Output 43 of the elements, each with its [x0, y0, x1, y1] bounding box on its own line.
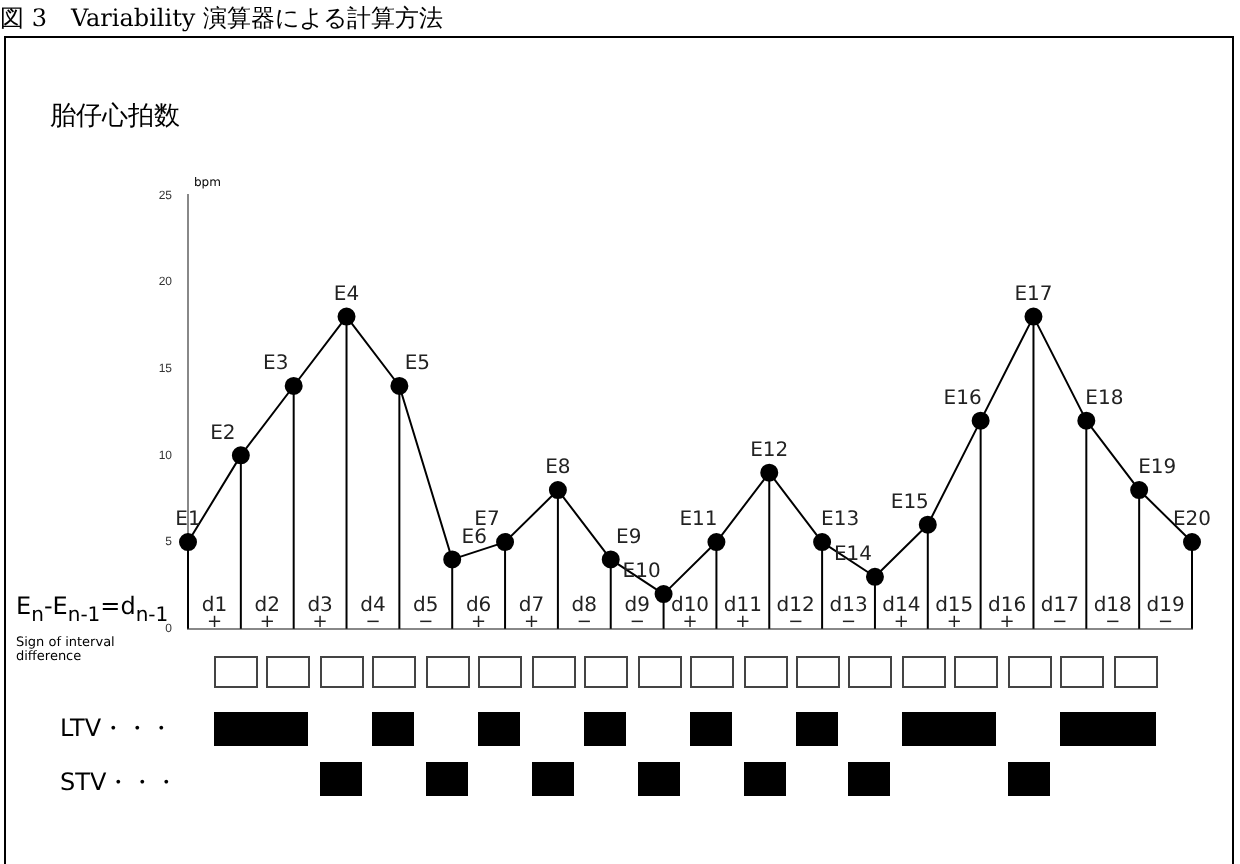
data-label: E17: [1014, 283, 1053, 306]
data-label: E11: [679, 509, 718, 532]
data-label: E20: [1172, 509, 1212, 532]
annotation: d16 +: [987, 594, 1027, 633]
annotation: d5 −: [413, 594, 439, 633]
annotation: d2 +: [254, 594, 280, 633]
data-label: E13: [821, 509, 860, 532]
chart-title: 図 3 Variability 演算器による計算方法: [0, 4, 444, 32]
annotation: d7 +: [518, 594, 545, 633]
annotation: d3 +: [307, 594, 333, 633]
annotation: d19 −: [1146, 594, 1185, 633]
text: E$_{n}$-E$_{n-1}$=d$_{n-1}$: [16, 592, 169, 627]
data-label: E6: [461, 526, 487, 549]
annotation: d18 −: [1093, 594, 1132, 633]
data-label: E16: [943, 387, 982, 410]
annotation: d8 −: [571, 594, 598, 633]
data-label: E19: [1138, 457, 1177, 480]
point: [179, 533, 197, 552]
point: [1183, 533, 1201, 552]
data-label: E18: [1085, 387, 1124, 410]
annotation: d4 −: [360, 594, 386, 633]
data-label: E5: [404, 353, 431, 376]
y-axis-title: 胎仔心拍数: [50, 102, 180, 132]
data-label: E9: [616, 526, 642, 549]
annotation: d14 +: [882, 594, 921, 633]
annotation: d12 −: [776, 594, 815, 633]
data-label: E12: [750, 439, 789, 462]
data-label: E2: [210, 422, 236, 445]
data-label: E8: [545, 457, 571, 480]
annotation: d6 +: [465, 594, 492, 633]
data-label: E3: [263, 353, 289, 376]
annotation: d17 −: [1040, 594, 1079, 633]
text: LTV・・・: [60, 714, 174, 742]
data-label: E1: [175, 509, 201, 532]
annotation: d10 +: [670, 594, 710, 633]
text: STV・・・: [60, 768, 179, 796]
data-label: E15: [890, 491, 929, 514]
annotation: d9 −: [624, 594, 650, 633]
annotation: d13 −: [829, 594, 868, 633]
annotation: d11 +: [723, 594, 762, 633]
data-label: E4: [333, 283, 360, 306]
annotation: d15 +: [935, 594, 974, 633]
annotation: d1 +: [201, 594, 228, 633]
